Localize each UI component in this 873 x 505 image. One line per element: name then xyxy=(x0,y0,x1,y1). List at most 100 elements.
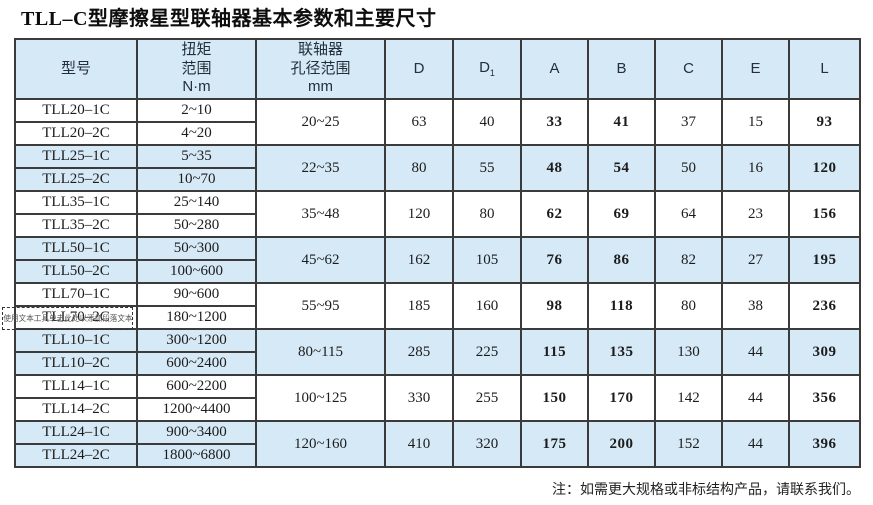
dim-E-cell: 44 xyxy=(721,328,790,376)
dim-D-cell: 410 xyxy=(384,420,454,468)
model-cell: TLL10–1C xyxy=(14,328,138,353)
table-row: TLL70–2C 180~1200 xyxy=(14,305,860,330)
dim-L-cell: 195 xyxy=(788,236,861,284)
dim-L-cell: 156 xyxy=(788,190,861,238)
table-row: TLL24–1C 900~3400 120~160 410 320 175 200 152 44… xyxy=(14,420,861,468)
dim-C-cell: 142 xyxy=(654,374,723,422)
header-cell-bore: 联轴器 孔径范围 mm xyxy=(255,38,386,100)
bore-range-cell: 80~115 xyxy=(255,328,386,376)
model-cell: TLL14–1C xyxy=(14,374,138,399)
torque-range-cell: 1800~6800 xyxy=(136,443,257,468)
dim-C-cell: 152 xyxy=(654,420,723,468)
model-cell: TLL50–1C xyxy=(14,236,138,261)
header-cell-E: E xyxy=(721,38,790,100)
dim-E-cell: 23 xyxy=(721,190,790,238)
dim-D1-cell: 160 xyxy=(452,282,522,330)
dim-B-cell: 170 xyxy=(587,374,656,422)
dim-L-cell: 356 xyxy=(788,374,861,422)
dim-E-cell: 44 xyxy=(721,374,790,422)
torque-range-cell: 2~10 xyxy=(136,98,257,123)
table-row: TLL50–1C 50~300 45~62 162 105 76 86 82 27 195 xyxy=(14,236,861,284)
bore-range-cell: 45~62 xyxy=(255,236,386,284)
dim-C-cell: 50 xyxy=(654,144,723,192)
bore-range-cell: 20~25 xyxy=(255,98,386,146)
dim-D1-cell: 80 xyxy=(452,190,522,238)
header-cell-A: A xyxy=(520,38,589,100)
torque-range-cell: 50~300 xyxy=(136,236,257,261)
header-cell-D: D xyxy=(384,38,454,100)
table-row: TLL20–2C 4~20 xyxy=(14,121,860,146)
dim-D1-cell: 320 xyxy=(452,420,522,468)
dim-L-cell: 309 xyxy=(788,328,861,376)
table-row: TLL24–2C 1800~6800 xyxy=(14,443,860,468)
model-cell: TLL25–2C xyxy=(14,167,138,192)
header-cell-B: B xyxy=(587,38,656,100)
dim-B-cell: 118 xyxy=(587,282,656,330)
dim-D-cell: 162 xyxy=(384,236,454,284)
dim-D-cell: 63 xyxy=(384,98,454,146)
dim-B-cell: 86 xyxy=(587,236,656,284)
torque-range-cell: 1200~4400 xyxy=(136,397,257,422)
dim-C-cell: 130 xyxy=(654,328,723,376)
table-row: TLL10–1C 300~1200 80~115 285 225 115 135 130 44 3… xyxy=(14,328,861,376)
dim-A-cell: 48 xyxy=(520,144,589,192)
dim-B-cell: 41 xyxy=(587,98,656,146)
model-cell: TLL70–2C xyxy=(14,305,138,330)
dim-L-cell: 120 xyxy=(788,144,861,192)
table-row: TLL14–1C 600~2200 100~125 330 255 150 170 142 44… xyxy=(14,374,861,422)
table-row: TLL25–2C 10~70 xyxy=(14,167,860,192)
header-cell-torque: 扭矩 范围 N·m xyxy=(136,38,257,100)
torque-range-cell: 10~70 xyxy=(136,167,257,192)
dim-B-cell: 135 xyxy=(587,328,656,376)
dim-A-cell: 33 xyxy=(520,98,589,146)
bore-range-cell: 55~95 xyxy=(255,282,386,330)
dim-D-cell: 285 xyxy=(384,328,454,376)
torque-range-cell: 50~280 xyxy=(136,213,257,238)
dim-A-cell: 115 xyxy=(520,328,589,376)
model-cell: TLL50–2C xyxy=(14,259,138,284)
table-row: TLL20–1C 2~10 20~25 63 40 33 41 37 15 93 xyxy=(14,98,861,146)
model-cell: TLL20–2C xyxy=(14,121,138,146)
bore-range-cell: 22~35 xyxy=(255,144,386,192)
torque-range-cell: 180~1200 xyxy=(136,305,257,330)
dim-A-cell: 62 xyxy=(520,190,589,238)
model-cell: TLL70–1C xyxy=(14,282,138,307)
dim-C-cell: 37 xyxy=(654,98,723,146)
dim-B-cell: 54 xyxy=(587,144,656,192)
dim-D1-cell: 40 xyxy=(452,98,522,146)
torque-range-cell: 100~600 xyxy=(136,259,257,284)
table-header-row: 型号 扭矩 范围 N·m 联轴器 孔径范围 mm D D1 A B C E L xyxy=(14,38,861,100)
dim-C-cell: 82 xyxy=(654,236,723,284)
dim-D1-cell: 225 xyxy=(452,328,522,376)
dim-A-cell: 175 xyxy=(520,420,589,468)
model-cell: TLL20–1C xyxy=(14,98,138,123)
dim-C-cell: 80 xyxy=(654,282,723,330)
table-row: TLL70–1C 90~600 55~95 185 160 98 118 80 38 236 xyxy=(14,282,861,330)
table-row: TLL35–1C 25~140 35~48 120 80 62 69 64 23 156 xyxy=(14,190,861,238)
dim-E-cell: 27 xyxy=(721,236,790,284)
torque-range-cell: 600~2200 xyxy=(136,374,257,399)
coupling-parameters-table: 型号 扭矩 范围 N·m 联轴器 孔径范围 mm D D1 A B C E L TLL20–1C 2~10 2… xyxy=(14,38,861,468)
torque-range-cell: 5~35 xyxy=(136,144,257,169)
dim-C-cell: 64 xyxy=(654,190,723,238)
dim-B-cell: 200 xyxy=(587,420,656,468)
dim-E-cell: 38 xyxy=(721,282,790,330)
torque-range-cell: 300~1200 xyxy=(136,328,257,353)
dim-D1-cell: 255 xyxy=(452,374,522,422)
dim-E-cell: 16 xyxy=(721,144,790,192)
torque-range-cell: 900~3400 xyxy=(136,420,257,445)
header-cell-C: C xyxy=(654,38,723,100)
dim-A-cell: 150 xyxy=(520,374,589,422)
dim-D1-cell: 105 xyxy=(452,236,522,284)
bore-range-cell: 100~125 xyxy=(255,374,386,422)
model-cell: TLL35–2C xyxy=(14,213,138,238)
dim-E-cell: 44 xyxy=(721,420,790,468)
dim-D1-cell: 55 xyxy=(452,144,522,192)
dim-B-cell: 69 xyxy=(587,190,656,238)
dim-A-cell: 76 xyxy=(520,236,589,284)
model-cell: TLL14–2C xyxy=(14,397,138,422)
model-cell: TLL24–2C xyxy=(14,443,138,468)
dim-D-cell: 330 xyxy=(384,374,454,422)
bore-range-cell: 35~48 xyxy=(255,190,386,238)
torque-range-cell: 90~600 xyxy=(136,282,257,307)
